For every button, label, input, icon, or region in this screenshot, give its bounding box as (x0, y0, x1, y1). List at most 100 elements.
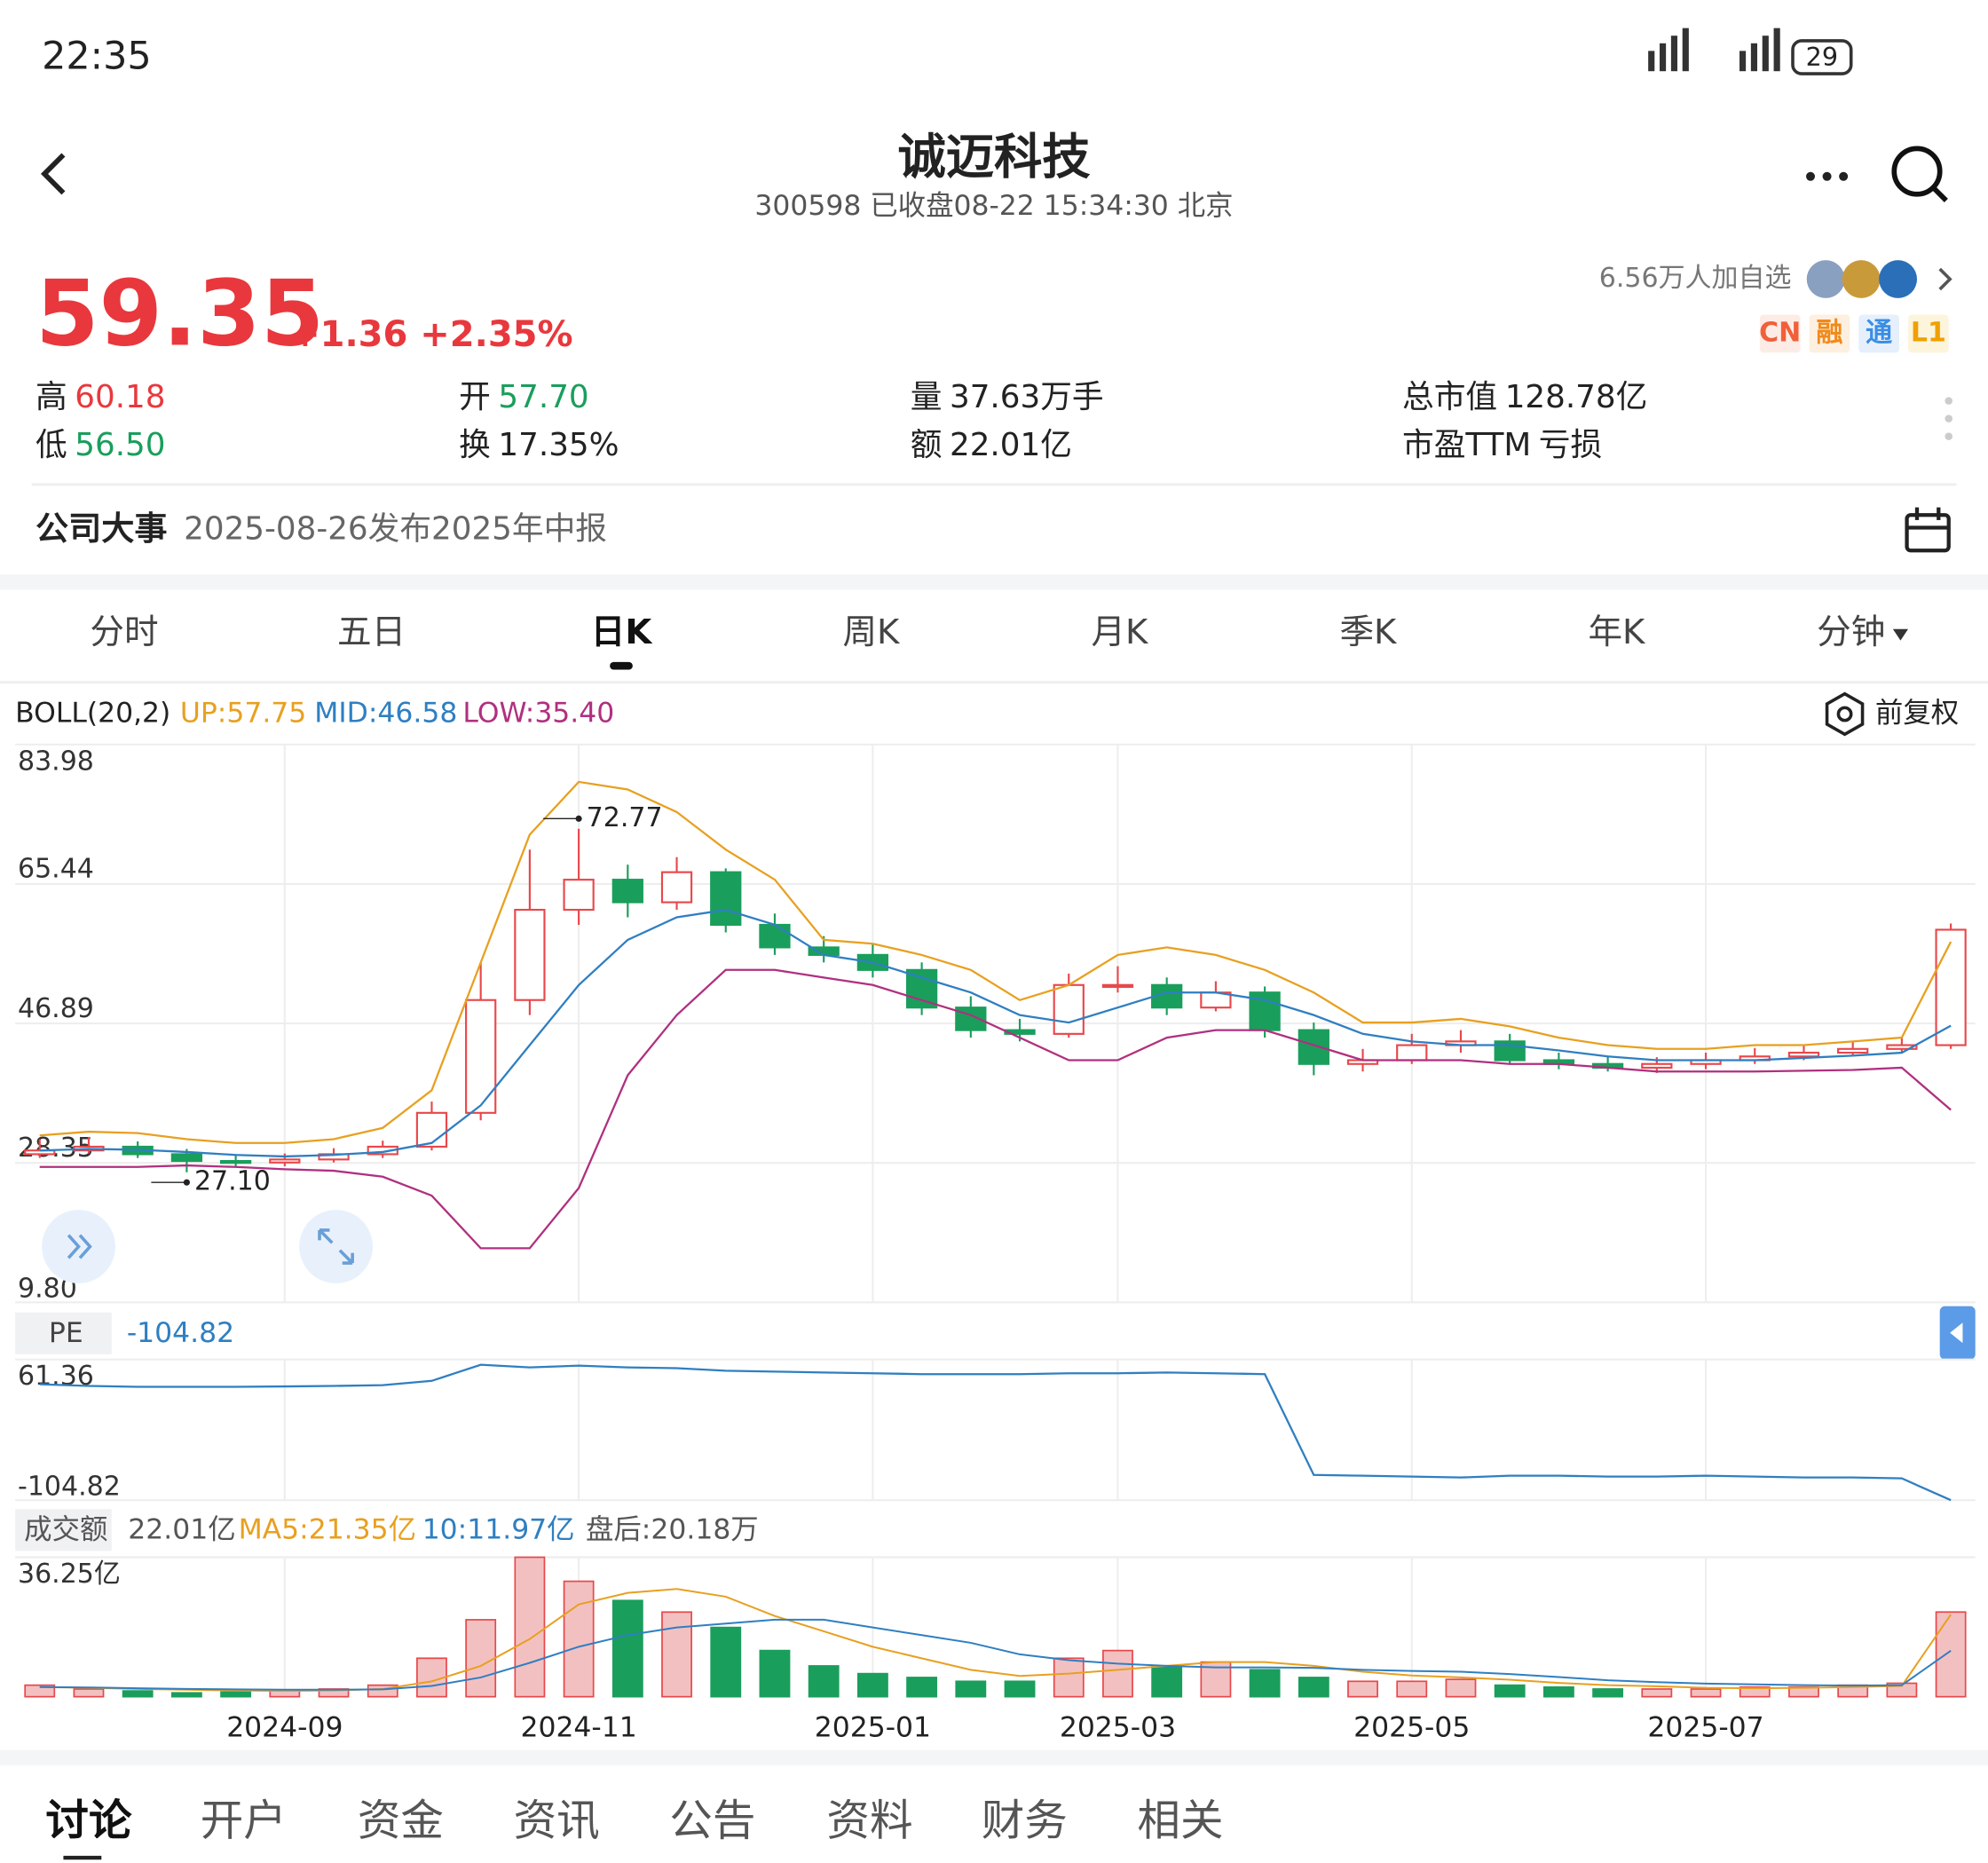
volume-bar (1396, 1680, 1428, 1698)
candle-body (514, 908, 546, 1001)
bottom-tab[interactable]: 开户 (201, 1796, 287, 1845)
candle-body (367, 1145, 398, 1156)
stat-label: 高 (36, 379, 67, 415)
y-tick-label: 46.89 (18, 993, 94, 1024)
pe-current: -104.82 (127, 1317, 234, 1349)
stat-value: 57.70 (498, 379, 588, 415)
fullscreen-button[interactable] (299, 1210, 373, 1283)
volume-bar (1494, 1684, 1526, 1698)
period-tab[interactable]: 周K (842, 612, 901, 652)
period-tab[interactable]: 日K (591, 612, 654, 652)
volume-bar (1641, 1688, 1673, 1698)
volume-bar (1592, 1688, 1624, 1698)
period-tab[interactable]: 年K (1588, 612, 1646, 652)
stat-label: 量 (911, 379, 943, 415)
event-text[interactable]: 2025-08-26发布2025年中报 (184, 510, 607, 547)
candle-body (1886, 1044, 1918, 1050)
bottom-tab[interactable]: 资料 (826, 1796, 912, 1845)
bottom-tab[interactable]: 资金 (358, 1796, 444, 1845)
indicator-name: BOLL(20,2) (15, 698, 170, 730)
volume-bar (1102, 1649, 1133, 1698)
y-tick-label: 83.98 (18, 746, 94, 777)
bottom-tab[interactable]: 资讯 (514, 1796, 600, 1845)
series-line (39, 1618, 1952, 1691)
price: 59.35 (36, 262, 324, 367)
x-tick-label: 2024-09 (226, 1711, 343, 1743)
stat-value: 22.01亿 (950, 427, 1072, 463)
status-icons (1648, 28, 1853, 75)
volume-bar (1935, 1611, 1967, 1698)
more-button[interactable] (1806, 171, 1849, 181)
volume-bar (1249, 1669, 1281, 1698)
boll-up: UP:57.75 (180, 698, 306, 730)
search-button[interactable] (1891, 146, 1948, 202)
volume-header: 10:11.97亿 (422, 1514, 575, 1546)
chevron (1938, 267, 1952, 291)
period-tab[interactable]: 分时 (90, 612, 158, 652)
menu-dots[interactable] (1945, 397, 1952, 440)
clock: 22:35 (42, 34, 151, 78)
volume-bar (808, 1665, 840, 1698)
calendar-icon[interactable] (1905, 507, 1951, 553)
stock-subtitle: 300598 已收盘08-22 15:34:30 北京 (754, 190, 1233, 222)
volume-bar (1053, 1657, 1085, 1698)
y-tick-label: 65.44 (18, 854, 94, 885)
price-change: +1.36 +2.35% (290, 314, 572, 355)
followers[interactable]: 6.56万人加自选 (1599, 263, 1792, 294)
candle-body (710, 871, 742, 927)
bottom-tab[interactable]: 财务 (982, 1796, 1068, 1845)
stock-name: 诚迈科技 (897, 129, 1091, 185)
y-tick-label: 61.36 (18, 1361, 94, 1392)
annotation: 72.77 (587, 802, 663, 833)
avatars (1806, 260, 1917, 298)
volume-bar (465, 1619, 497, 1698)
candle-body (1935, 928, 1967, 1046)
fullscreen-icon (318, 1228, 354, 1265)
candle-body (1396, 1044, 1428, 1062)
volume-bar (170, 1692, 202, 1698)
series-line (39, 968, 1952, 1250)
settings-icon (1836, 706, 1853, 722)
adjust-mode[interactable]: 前复权 (1875, 698, 1959, 730)
volume-tag (15, 1509, 112, 1551)
pe-tag (15, 1312, 112, 1354)
candle-body (905, 968, 938, 1009)
settings-icon[interactable] (1825, 691, 1865, 737)
stat-value: 亏损 (1539, 427, 1602, 463)
battery-level: 29 (1806, 42, 1838, 72)
bottom-tab[interactable]: 相关 (1137, 1796, 1223, 1845)
volume-bar (73, 1688, 105, 1698)
volume-bar (955, 1680, 987, 1698)
boll-low: LOW:35.40 (462, 698, 614, 730)
expand-icon (67, 1234, 92, 1259)
x-tick-label: 2025-05 (1353, 1711, 1470, 1743)
volume-bar (710, 1626, 742, 1698)
x-tick-label: 2025-01 (815, 1711, 931, 1743)
badge: 通 (1866, 317, 1892, 348)
candle-body (170, 1153, 203, 1163)
badge: L1 (1911, 317, 1946, 348)
candle-body (611, 879, 643, 904)
stat-label: 换 (459, 427, 491, 463)
period-tab[interactable]: 月K (1091, 612, 1149, 652)
pe-label: PE (49, 1317, 83, 1349)
back-button[interactable] (40, 153, 66, 195)
bottom-tab[interactable]: 公告 (669, 1796, 755, 1845)
stat-value: 60.18 (75, 379, 165, 415)
volume-bar (563, 1580, 595, 1698)
volume-header: 成交额 (24, 1514, 107, 1546)
period-tab[interactable]: 分钟 (1817, 612, 1885, 652)
volume-bar (1690, 1688, 1722, 1698)
period-tab[interactable]: 五日 (337, 612, 406, 652)
candle-body (1053, 983, 1085, 1035)
series-line (39, 1363, 1952, 1502)
side-tab-arrow (1950, 1322, 1963, 1344)
volume-bar (122, 1690, 154, 1698)
volume-header: 22.01亿 (128, 1514, 235, 1546)
badge: 融 (1816, 317, 1842, 348)
bottom-tab[interactable]: 讨论 (45, 1796, 132, 1845)
period-tab[interactable]: 季K (1339, 612, 1398, 652)
